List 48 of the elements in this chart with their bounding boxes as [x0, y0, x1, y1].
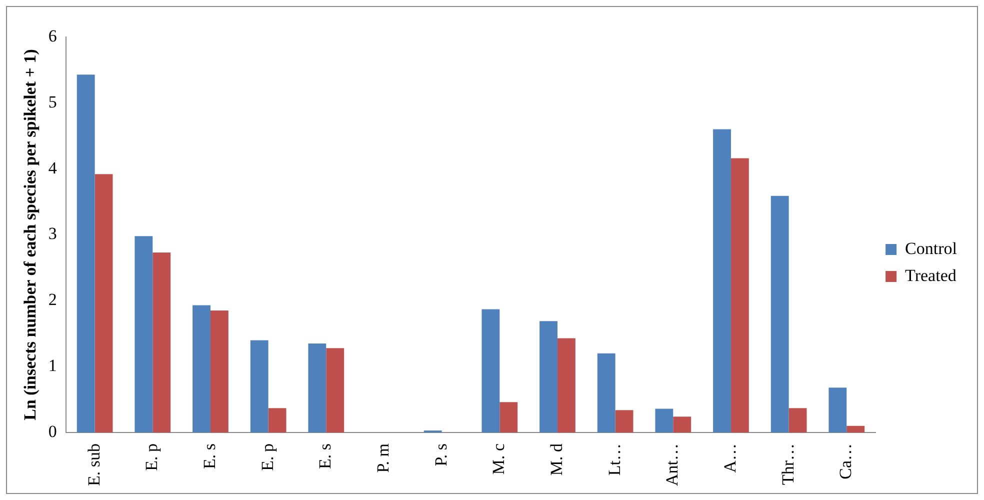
bar: [770, 196, 789, 432]
legend-label: Treated: [905, 266, 957, 285]
y-tick-label: 1: [48, 356, 57, 376]
bar: [655, 408, 674, 432]
bar: [597, 353, 616, 432]
bar: [713, 129, 731, 432]
x-tick-label: E. p: [258, 444, 277, 471]
y-tick-label: 0: [48, 422, 57, 441]
bar: [210, 310, 228, 432]
legend-label: Control: [905, 238, 958, 258]
bar: [268, 408, 286, 432]
bar: [94, 174, 113, 432]
x-tick-label: E. sub: [84, 444, 104, 486]
bar: [557, 338, 576, 432]
y-tick-label: 6: [48, 26, 57, 46]
x-tick-label: Lt…: [604, 444, 624, 476]
y-tick-label: 2: [48, 290, 57, 310]
bar: [76, 74, 95, 432]
bar: [134, 236, 153, 432]
y-axis-title: Ln (insects number of each species per spikelet + 1): [20, 49, 40, 420]
x-tick-label: M. d: [546, 443, 566, 476]
x-tick-label: Ca…: [836, 444, 856, 480]
bar: [846, 426, 865, 432]
bar: [482, 309, 500, 432]
x-tick-label: M. c: [489, 443, 508, 475]
bar: [326, 348, 344, 432]
bar: [308, 344, 326, 432]
bar: [788, 408, 807, 432]
bar: [615, 410, 634, 432]
bar: [540, 321, 558, 432]
bar: [673, 416, 692, 432]
y-tick-label: 4: [48, 158, 58, 178]
x-tick-label: E. s: [316, 444, 335, 469]
bar: [500, 402, 518, 432]
y-tick-label: 3: [48, 224, 57, 244]
bar: [828, 388, 847, 432]
x-tick-label: E. s: [200, 444, 219, 469]
x-tick-label: Ant…: [662, 444, 682, 486]
x-tick-label: A…: [720, 444, 740, 473]
x-tick-label: P. m: [373, 444, 392, 473]
y-tick-label: 5: [48, 92, 57, 112]
x-tick-label: P. s: [431, 444, 450, 466]
bar: [152, 252, 171, 432]
x-tick-label: E. p: [142, 444, 162, 471]
bar: [730, 158, 749, 432]
bar: [192, 305, 210, 432]
bar: [250, 340, 268, 432]
x-tick-label: Thr…: [778, 444, 798, 486]
